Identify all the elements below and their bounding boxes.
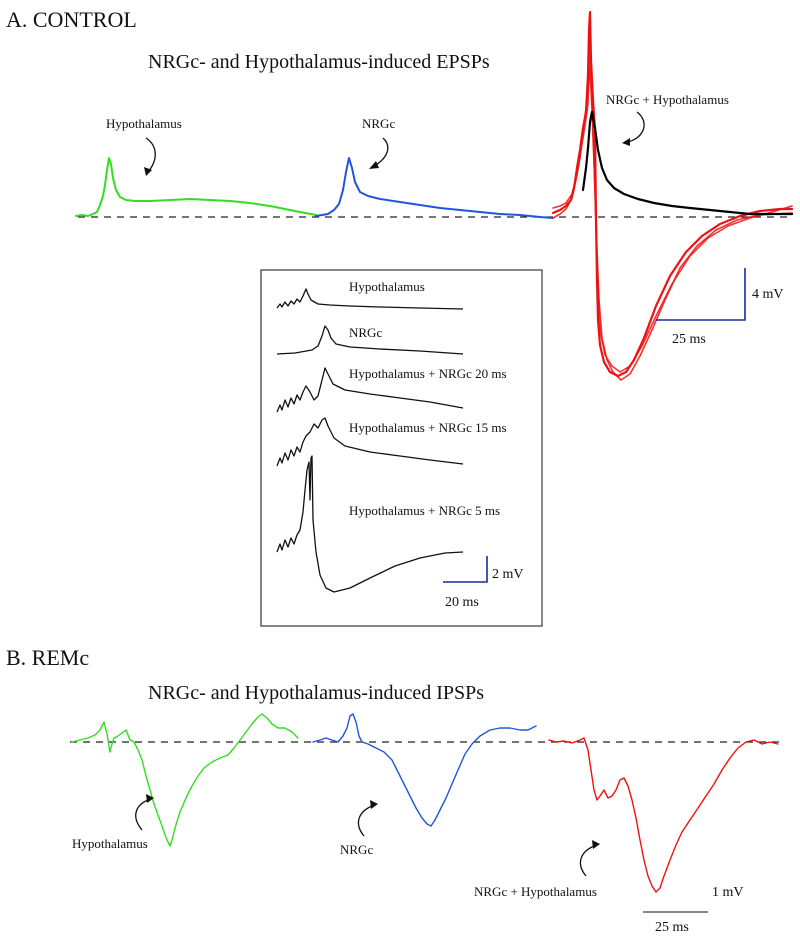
panel-a-label: A. CONTROL (6, 7, 137, 32)
panel-a-title: NRGc- and Hypothalamus-induced EPSPs (148, 51, 490, 73)
arrowhead-icon (144, 167, 152, 176)
panel-b-hypothalamus-trace (71, 713, 299, 847)
panel-a-scale-voltage: 4 mV (752, 287, 784, 302)
arrowhead-icon (146, 794, 154, 803)
inset-label-3: Hypothalamus + NRGc 15 ms (349, 420, 507, 435)
inset-trace-hypothalamus (276, 288, 464, 310)
arrowhead-icon (370, 800, 378, 809)
panel-b-title: NRGc- and Hypothalamus-induced IPSPs (148, 682, 484, 704)
inset-label-0: Hypothalamus (349, 279, 425, 294)
inset-trace-nrgc (276, 325, 464, 355)
inset-label-4: Hypothalamus + NRGc 5 ms (349, 503, 500, 518)
panel-b-label-nrgc: NRGc (340, 842, 373, 857)
inset-label-2: Hypothalamus + NRGc 20 ms (349, 366, 507, 381)
inset-trace-hyp-nrgc-15ms (276, 417, 464, 467)
inset-scale-bar (443, 556, 488, 583)
panel-b-combined-trace (548, 737, 779, 893)
inset-trace-hyp-nrgc-20ms (276, 367, 464, 413)
panel-a-arrow-hypothalamus (145, 137, 156, 173)
panel-b-label: B. REMc (6, 645, 89, 670)
inset-trace-hyp-nrgc-5ms (276, 455, 464, 593)
panel-a-scale-time: 25 ms (672, 332, 706, 347)
panel-a-label-combined: NRGc + Hypothalamus (606, 92, 729, 107)
panel-b-nrgc-trace (312, 713, 537, 827)
panel-a-hypothalamus-trace (75, 157, 317, 217)
panel-a-scale-bar (656, 268, 746, 321)
arrowhead-icon (592, 840, 600, 849)
panel-a-label-nrgc: NRGc (362, 116, 395, 131)
arrowhead-icon (369, 161, 379, 169)
inset-box (260, 269, 543, 627)
inset-scale-voltage: 2 mV (492, 567, 524, 582)
panel-b-scale-time: 25 ms (655, 920, 689, 935)
panel-b-scale-voltage: 1 mV (712, 885, 744, 900)
panel-a-arrow-combined (627, 111, 645, 143)
panel-b-label-hypothalamus: Hypothalamus (72, 836, 148, 851)
inset-scale-time: 20 ms (445, 595, 479, 610)
inset-traces (276, 288, 464, 593)
panel-a-nrgc-trace (315, 157, 554, 219)
panel-b-arrow-hypothalamus (135, 799, 149, 831)
panel-a-label-hypothalamus: Hypothalamus (106, 116, 182, 131)
panel-a-combined-trace (551, 10, 794, 381)
arrowhead-icon (622, 138, 630, 146)
panel-b-arrow-nrgc (357, 805, 373, 837)
panel-b-arrow-combined (579, 845, 595, 877)
inset-label-1: NRGc (349, 325, 382, 340)
panel-b-label-combined: NRGc + Hypothalamus (474, 884, 597, 899)
